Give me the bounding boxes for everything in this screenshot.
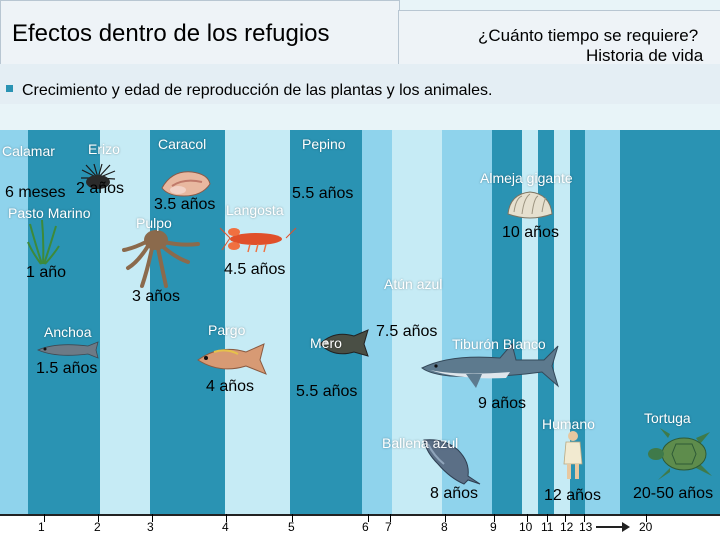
tick-label: 4	[222, 520, 229, 534]
tick	[494, 514, 495, 522]
question-text: ¿Cuánto tiempo se requiere?	[478, 26, 699, 45]
bullet-text: Crecimiento y edad de reproducción de la…	[22, 82, 493, 99]
title-box	[0, 0, 400, 66]
label-pepino: Pepino	[302, 136, 346, 152]
bullet-marker	[6, 85, 13, 92]
tick	[44, 514, 45, 522]
tick	[390, 514, 391, 522]
age-tiburon: 9 años	[478, 395, 527, 412]
age-calamar: 6 meses	[5, 184, 66, 201]
label-mero: Mero	[310, 335, 342, 351]
age-pargo: 4 años	[206, 378, 255, 395]
arrow-right-icon	[596, 522, 630, 532]
shark-icon	[421, 342, 559, 388]
age-pepino: 5.5 años	[292, 185, 354, 202]
age-ballena: 8 años	[430, 485, 479, 502]
tick	[292, 514, 293, 522]
tick	[646, 514, 647, 522]
stripe	[522, 130, 538, 515]
tick	[584, 514, 585, 522]
stripe	[0, 130, 28, 515]
tick	[445, 514, 446, 522]
conch-shell-icon	[161, 171, 211, 197]
tick-label: 5	[288, 520, 295, 534]
sea-urchin-icon	[81, 163, 116, 189]
tick-label: 9	[490, 520, 497, 534]
tick	[226, 514, 227, 522]
age-atun: 7.5 años	[376, 323, 438, 340]
stripe	[538, 130, 554, 515]
tick-label: 10	[519, 520, 533, 534]
tick-label: 1	[38, 520, 45, 534]
stripe	[290, 130, 362, 515]
age-anchoa: 1.5 años	[36, 360, 98, 377]
subtitle-text: Historia de vida	[586, 46, 704, 65]
human-icon	[563, 431, 583, 479]
label-humano: Humano	[542, 416, 595, 432]
label-pargo: Pargo	[208, 322, 246, 338]
giant-clam-icon	[507, 191, 553, 219]
tick	[547, 514, 548, 522]
label-atun: Atún azul	[384, 276, 443, 292]
age-erizo: 2 años	[76, 180, 125, 197]
blue-whale-icon	[423, 439, 481, 485]
tick-label: 11	[541, 520, 554, 534]
tick-label: 13	[579, 520, 593, 534]
label-tiburon: Tiburón Blanco	[452, 336, 546, 352]
label-erizo: Erizo	[88, 141, 120, 157]
tick	[565, 514, 566, 522]
stripe	[362, 130, 392, 515]
stripe	[492, 130, 522, 515]
label-langosta: Langosta	[226, 202, 284, 218]
tick-label: 3	[147, 520, 154, 534]
grouper-icon	[319, 329, 369, 357]
tick	[368, 514, 369, 522]
label-anchoa: Anchoa	[44, 324, 92, 340]
timeline-axis-line	[0, 514, 720, 516]
tick	[98, 514, 99, 522]
stripe	[100, 130, 150, 515]
tick-label: 12	[560, 520, 574, 534]
age-almeja: 10 años	[502, 224, 559, 241]
age-caracol: 3.5 años	[154, 196, 216, 213]
age-tortuga: 20-50 años	[633, 485, 714, 502]
age-humano: 12 años	[544, 487, 601, 504]
stripe	[570, 130, 585, 515]
stripe	[585, 130, 620, 515]
tick-label: 8	[441, 520, 448, 534]
tick-label: 20	[639, 520, 653, 534]
octopus-icon	[122, 230, 200, 288]
label-tortuga: Tortuga	[644, 410, 691, 426]
snapper-icon	[197, 343, 267, 375]
sea-turtle-icon	[648, 428, 712, 480]
lobster-icon	[219, 227, 297, 253]
label-calamar: Calamar	[2, 143, 55, 159]
label-almeja: Almeja gigante	[480, 170, 573, 186]
tick-label: 7	[385, 520, 392, 534]
tick-label: 6	[362, 520, 369, 534]
label-pasto: Pasto Marino	[8, 205, 91, 221]
label-caracol: Caracol	[158, 136, 207, 152]
stripe	[225, 130, 290, 515]
bullet-bar	[0, 64, 720, 104]
age-langosta: 4.5 años	[224, 261, 286, 278]
tick-label: 2	[94, 520, 101, 534]
page-title: Efectos dentro de los refugios	[12, 20, 330, 47]
label-ballena: Ballena azul	[382, 435, 459, 451]
age-pulpo: 3 años	[132, 288, 181, 305]
seagrass-icon	[27, 219, 60, 265]
age-pasto: 1 año	[26, 264, 67, 281]
age-mero: 5.5 años	[296, 383, 358, 400]
stripe	[554, 130, 570, 515]
stripe	[28, 130, 100, 515]
label-pulpo: Pulpo	[136, 215, 172, 231]
tick	[527, 514, 528, 522]
tick	[152, 514, 153, 522]
anchovy-icon	[37, 341, 99, 359]
